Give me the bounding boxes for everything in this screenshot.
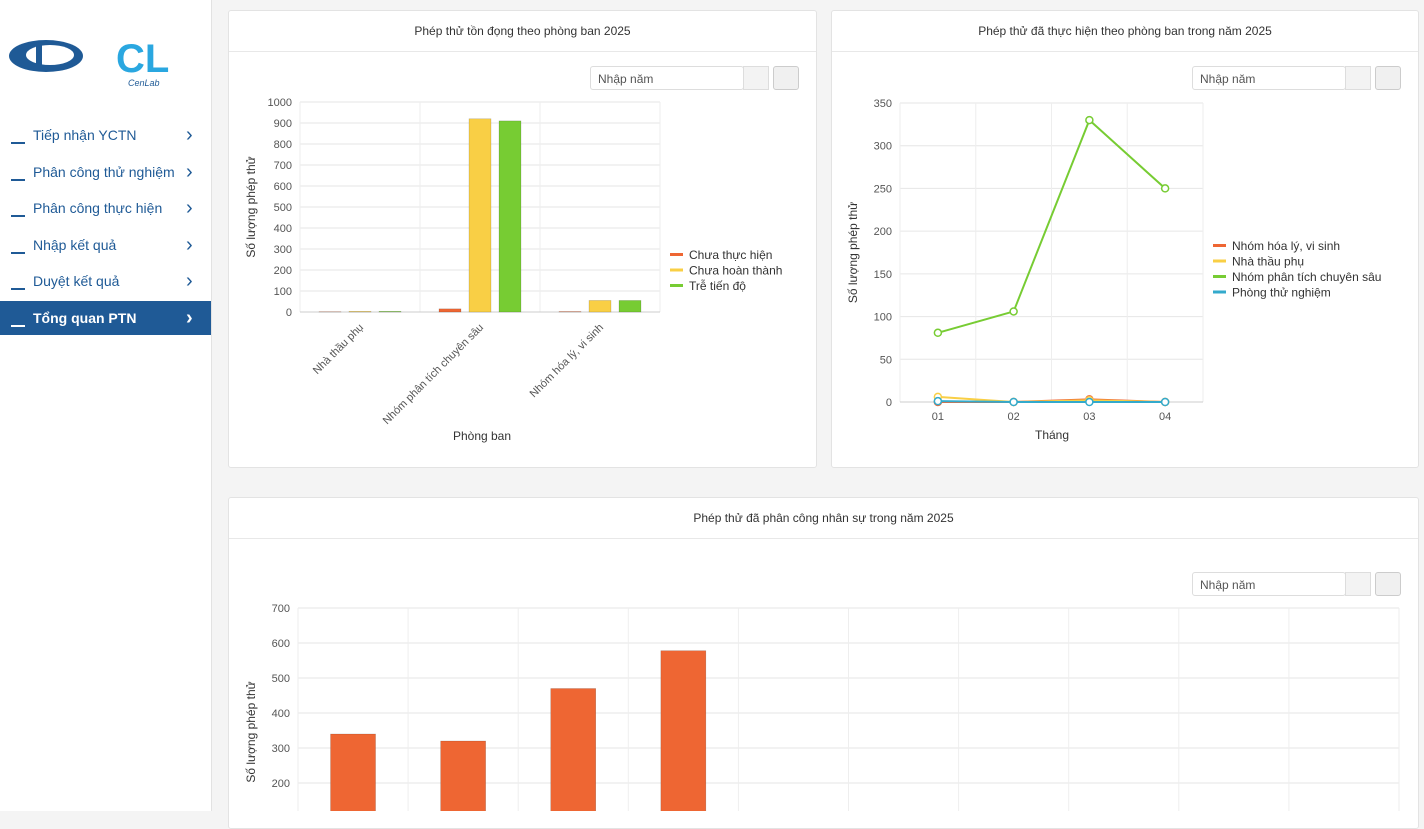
legend-swatch (670, 253, 683, 256)
y-tick-label: 400 (272, 708, 290, 720)
x-tick-label: 02 (1008, 411, 1020, 423)
y-axis-title: Số lượng phép thử (846, 202, 860, 303)
legend-label: Phòng thử nghiệm (1232, 286, 1331, 300)
point (1162, 185, 1169, 192)
legend-swatch (1213, 244, 1226, 247)
bar (589, 300, 611, 312)
point (934, 398, 941, 405)
bar (661, 651, 706, 811)
x-tick-label: 03 (1083, 411, 1095, 423)
y-tick-label: 400 (274, 223, 292, 235)
y-tick-label: 100 (874, 312, 892, 324)
y-tick-label: 500 (272, 673, 290, 685)
bar (349, 311, 371, 312)
point (934, 329, 941, 336)
legend-label: Nhóm hóa lý, vi sinh (1232, 239, 1340, 253)
y-tick-label: 0 (886, 397, 892, 409)
bar (469, 119, 491, 312)
y-axis-title: Số lượng phép thử (244, 681, 258, 782)
legend-label: Chưa hoàn thành (689, 264, 782, 278)
bar (331, 734, 376, 811)
y-tick-label: 0 (286, 307, 292, 319)
bar (439, 309, 461, 312)
point (1010, 399, 1017, 406)
x-tick-label: 01 (932, 411, 944, 423)
line (938, 401, 1165, 402)
legend-swatch (1213, 260, 1226, 263)
legend-label: Chưa thực hiện (689, 248, 772, 262)
legend-swatch (1213, 291, 1226, 294)
y-tick-label: 600 (274, 181, 292, 193)
y-tick-label: 800 (274, 139, 292, 151)
x-tick-label: Nhóm phân tích chuyên sâu (381, 322, 486, 427)
y-tick-label: 900 (274, 118, 292, 130)
point (1162, 399, 1169, 406)
page: CL CenLab Tiếp nhận YCTN›Phân công thử n… (0, 0, 1424, 811)
point (1086, 117, 1093, 124)
legend-label: Nhóm phân tích chuyên sâu (1232, 270, 1381, 284)
bar (619, 300, 641, 312)
x-axis-title: Tháng (1035, 428, 1069, 442)
y-axis-title: Số lượng phép thử (244, 156, 258, 257)
point (1010, 308, 1017, 315)
y-tick-label: 350 (874, 98, 892, 110)
x-tick-label: 04 (1159, 411, 1171, 423)
y-tick-label: 300 (274, 244, 292, 256)
legend-label: Nhà thầu phụ (1232, 255, 1304, 269)
legend-label: Trễ tiến độ (689, 278, 746, 293)
x-tick-label: Nhà thầu phụ (311, 322, 366, 377)
y-tick-label: 700 (272, 603, 290, 615)
legend-swatch (1213, 275, 1226, 278)
y-tick-label: 150 (874, 269, 892, 281)
y-tick-label: 200 (272, 778, 290, 790)
y-tick-label: 600 (272, 638, 290, 650)
bar (499, 121, 521, 312)
y-tick-label: 200 (274, 265, 292, 277)
y-tick-label: 1000 (268, 97, 292, 109)
y-tick-label: 50 (880, 354, 892, 366)
legend-swatch (670, 269, 683, 272)
y-tick-label: 500 (274, 202, 292, 214)
x-axis-title: Phòng ban (453, 429, 511, 443)
y-tick-label: 300 (874, 141, 892, 153)
bar (379, 311, 401, 312)
bar (441, 741, 486, 811)
y-tick-label: 700 (274, 160, 292, 172)
y-tick-label: 300 (272, 743, 290, 755)
legend-swatch (670, 284, 683, 287)
point (1086, 399, 1093, 406)
y-tick-label: 250 (874, 183, 892, 195)
x-tick-label: Nhóm hóa lý, vi sinh (528, 322, 607, 401)
bar (551, 689, 596, 812)
y-tick-label: 200 (874, 226, 892, 238)
y-tick-label: 100 (274, 286, 292, 298)
